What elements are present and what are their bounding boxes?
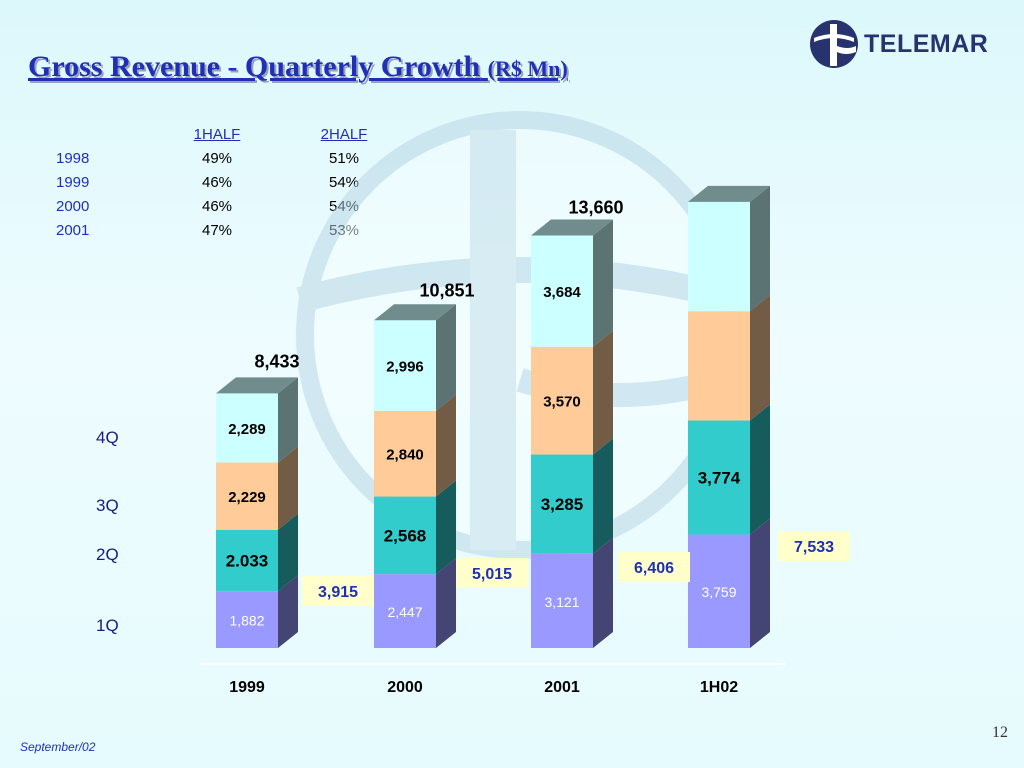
bar-side-1q-1h02: [750, 518, 770, 648]
page-number: 12: [992, 724, 1008, 741]
data-label-3q-2000: 2,840: [386, 447, 424, 464]
bar-side-4q-2000: [436, 304, 456, 411]
row-1half: 49%: [201, 149, 233, 167]
data-label-4q-2000: 2,996: [386, 359, 424, 376]
bar-2q-2000: [374, 496, 436, 575]
bar-top-2001: [531, 219, 613, 236]
bar-2q-2001: [531, 454, 593, 554]
data-label-2q-1999: 2.033: [226, 551, 269, 570]
row-year: 2000: [56, 197, 90, 215]
bar-top-1h02: [688, 185, 770, 202]
data-label-2q-2000: 2,568: [384, 526, 427, 545]
bar-1q-2000: [374, 574, 436, 648]
bar-1q-1h02: [688, 534, 750, 648]
x-tick-2001: 2001: [544, 679, 580, 696]
data-label-1q-1999: 1,882: [229, 613, 264, 629]
bar-side-4q-2001: [593, 219, 613, 347]
x-tick-1999: 1999: [229, 679, 265, 696]
row-year: 1999: [56, 173, 90, 191]
bar-top-1999: [216, 377, 298, 394]
bars-layer: 1,882 2.033 2,229 2,289 1999 2,447 2,568 2,840 2…: [216, 185, 850, 696]
title-unit: (R$ Mn): [487, 56, 568, 81]
bar-2q-1h02: [688, 420, 750, 535]
row-2half: 54%: [328, 173, 360, 191]
total-label-2000: 10,851: [419, 280, 474, 300]
bar-side-2q-1999: [278, 513, 298, 592]
bar-3q-1999: [216, 462, 278, 530]
bar-side-2q-2000: [436, 480, 456, 575]
bar-side-2q-2001: [593, 438, 613, 554]
bar-side-3q-1h02: [750, 295, 770, 421]
bar-4q-2001: [531, 235, 593, 347]
half-total-box-2000: [456, 558, 528, 588]
half-total-1h02: 7,533: [794, 539, 834, 556]
x-tick-2000: 2000: [387, 679, 423, 696]
table-header-row: 1HALF 2HALF: [56, 122, 442, 146]
slide-title: Gross Revenue - Quarterly Growth (R$ Mn): [28, 50, 568, 84]
bar-side-3q-2001: [593, 330, 613, 455]
half-total-box-1h02: [778, 531, 850, 561]
legend-2q: 2Q: [96, 545, 119, 564]
row-year: 1998: [56, 149, 90, 167]
legend-3q: 3Q: [96, 496, 119, 515]
row-1half: 46%: [201, 197, 233, 215]
bar-side-3q-1999: [278, 446, 298, 530]
bar-3q-2000: [374, 410, 436, 497]
data-label-3q-2001: 3,570: [543, 394, 581, 411]
header-2half: 2HALF: [320, 125, 368, 143]
background-globe: [296, 111, 744, 559]
row-2half: 51%: [328, 149, 360, 167]
bar-1q-1999: [216, 591, 278, 648]
data-label-4q-1999: 2,289: [228, 421, 266, 438]
bar-4q-2000: [374, 320, 436, 411]
half-total-box-2001: [618, 552, 690, 582]
telemar-logo: [810, 20, 858, 68]
header-1half: 1HALF: [193, 125, 241, 143]
bar-side-1q-2001: [593, 537, 613, 648]
bar-side-2q-1h02: [750, 404, 770, 535]
total-label-1999: 8,433: [254, 351, 299, 371]
bar-side-4q-1999: [278, 377, 298, 463]
data-label-1q-2000: 2,447: [387, 604, 422, 620]
logo-text: TELEMAR: [864, 30, 989, 58]
bar-1q-2001: [531, 553, 593, 648]
bar-4q-1999: [216, 393, 278, 463]
data-label-1q-1h02: 3,759: [701, 584, 736, 600]
half-total-2000: 5,015: [472, 566, 512, 583]
bar-3q-2001: [531, 346, 593, 455]
row-1half: 46%: [201, 173, 233, 191]
title-text: Gross Revenue - Quarterly Growth: [28, 50, 481, 83]
table-row: 1999 46% 54%: [56, 170, 442, 194]
data-label-3q-1999: 2,229: [228, 489, 266, 506]
total-label-2001: 13,660: [568, 197, 623, 217]
bar-side-4q-1h02: [750, 185, 770, 312]
bar-side-1q-1999: [278, 575, 298, 648]
data-label-2q-1h02: 3,774: [698, 468, 741, 487]
data-label-1q-2001: 3,121: [544, 594, 579, 610]
half-total-2001: 6,406: [634, 560, 674, 577]
half-total-1999: 3,915: [318, 584, 358, 601]
x-tick-1h02: 1H02: [700, 679, 738, 696]
footer-date: September/02: [20, 740, 96, 754]
bar-3q-1h02: [688, 311, 750, 421]
row-year: 2001: [56, 221, 90, 239]
data-label-2q-2001: 3,285: [541, 495, 584, 514]
legend-4q: 4Q: [96, 428, 119, 447]
half-total-box-1999: [302, 576, 374, 606]
data-label-4q-2001: 3,684: [543, 284, 581, 301]
bar-side-3q-2000: [436, 394, 456, 497]
table-row: 1998 49% 51%: [56, 146, 442, 170]
bar-2q-1999: [216, 529, 278, 592]
bar-side-1q-2000: [436, 558, 456, 648]
bar-top-2000: [374, 304, 456, 321]
row-1half: 47%: [201, 221, 233, 239]
legend-1q: 1Q: [96, 616, 119, 635]
bar-4q-1h02: [688, 201, 750, 312]
